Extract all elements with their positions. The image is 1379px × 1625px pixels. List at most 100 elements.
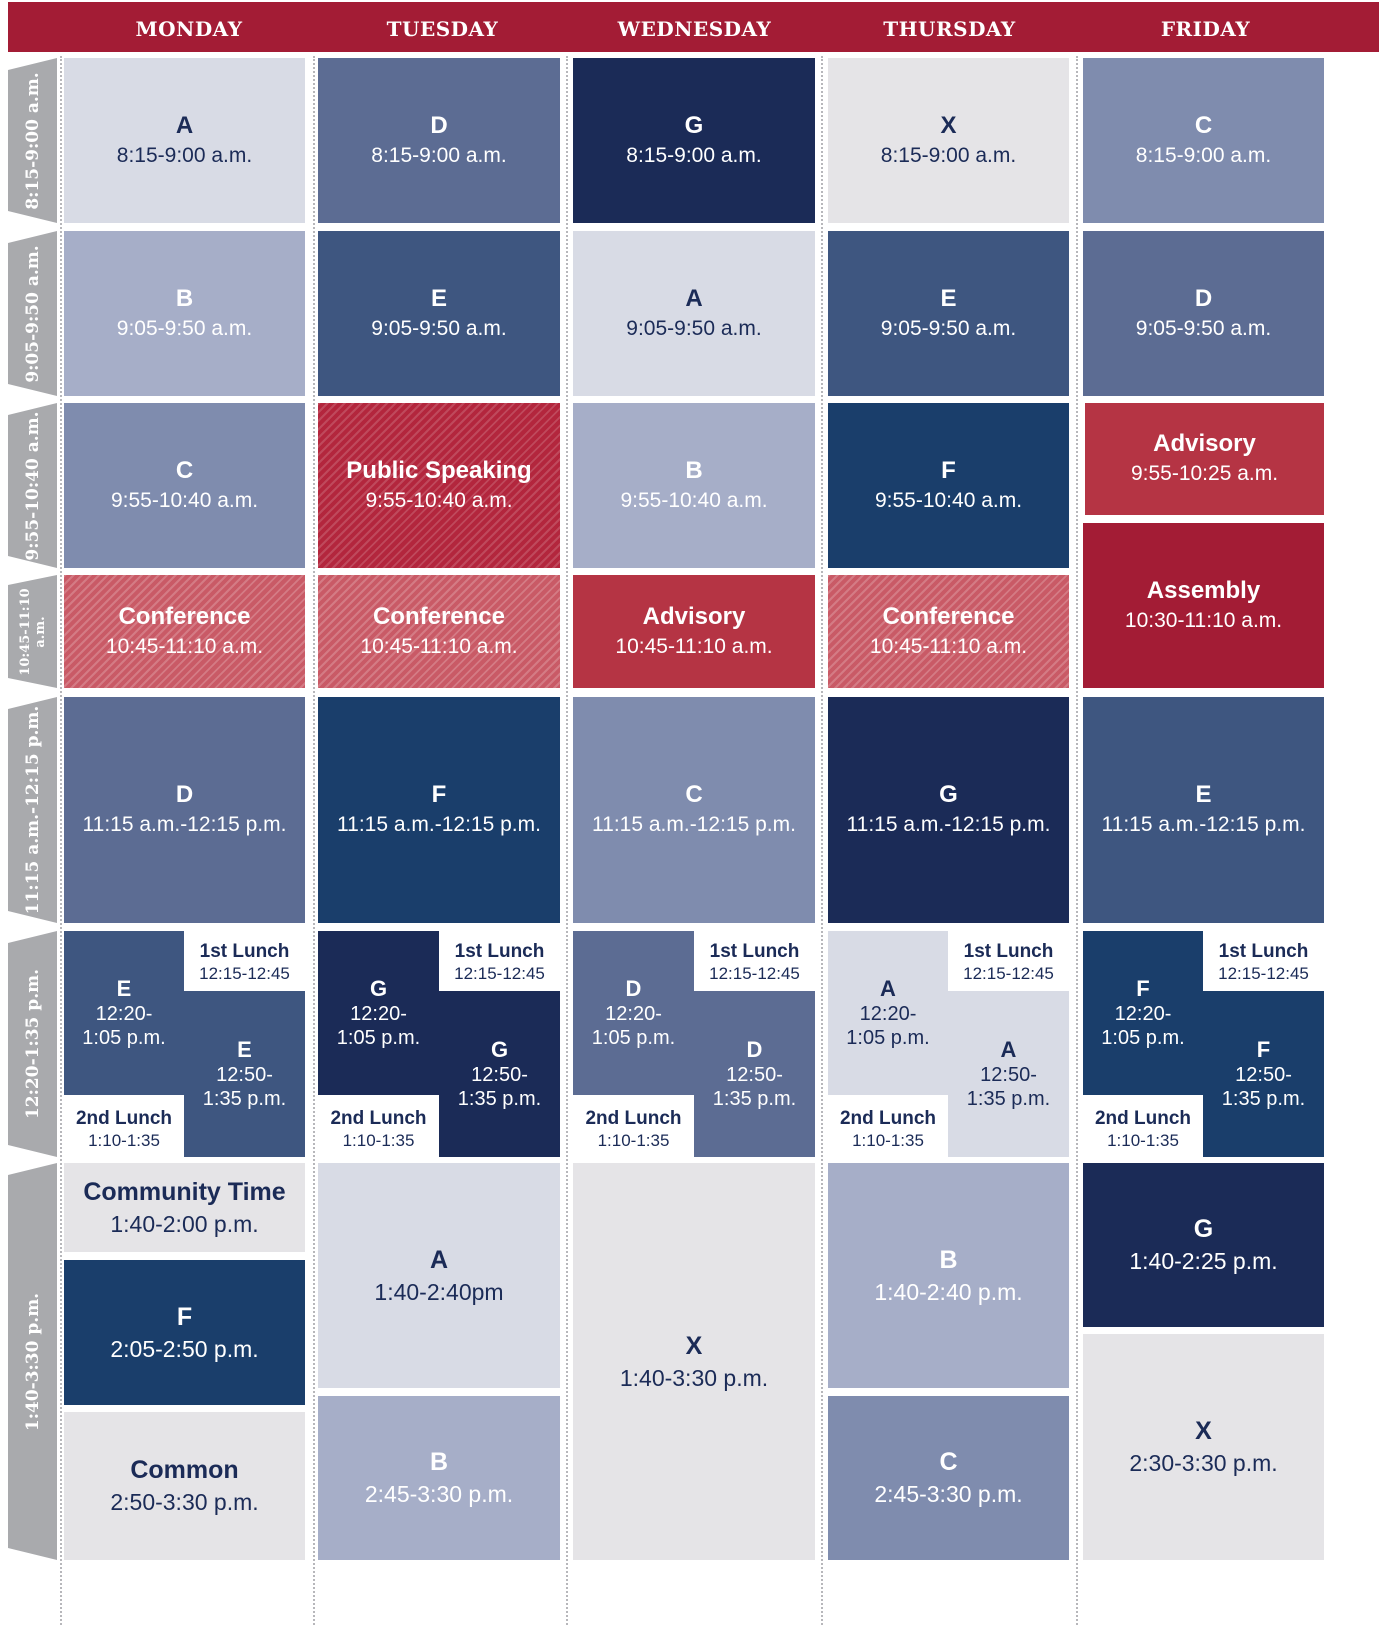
- class-block-friday-g[interactable]: G 1:40-2:25 p.m.: [1083, 1163, 1324, 1327]
- second-lunch-class-block-thursday[interactable]: A 12:50- 1:35 p.m.: [948, 991, 1069, 1157]
- class-block-thursday-f[interactable]: F 9:55-10:40 a.m.: [828, 403, 1069, 568]
- conference-block-tuesday[interactable]: Conference 10:45-11:10 a.m.: [318, 575, 560, 688]
- block-time: 10:45-11:10 a.m.: [360, 634, 518, 658]
- block-time: 1:05 p.m.: [846, 1027, 930, 1049]
- class-block-monday-d[interactable]: D 11:15 a.m.-12:15 p.m.: [64, 697, 305, 923]
- community-time-block-monday[interactable]: Community Time 1:40-2:00 p.m.: [64, 1163, 305, 1252]
- first-lunch-label-thursday: 1st Lunch 12:15-12:45: [948, 941, 1069, 985]
- class-block-tuesday-b[interactable]: B 2:45-3:30 p.m.: [318, 1396, 560, 1560]
- time-tab-label: 9:05-9:50 a.m.: [22, 244, 43, 383]
- time-tab-afternoon: 1:40-3:30 p.m.: [8, 1163, 57, 1560]
- class-block-friday-x[interactable]: X 2:30-3:30 p.m.: [1083, 1334, 1324, 1560]
- second-lunch-class-block-monday[interactable]: E 12:50- 1:35 p.m.: [184, 991, 305, 1157]
- block-time: 1:35 p.m.: [1221, 1088, 1306, 1110]
- class-block-tuesday-e[interactable]: E 9:05-9:50 a.m.: [318, 231, 560, 396]
- time-tab-label: 1:40-3:30 p.m.: [22, 1292, 43, 1431]
- block-title: X: [685, 1331, 703, 1360]
- first-lunch-class-block-friday[interactable]: F 12:20- 1:05 p.m.: [1083, 931, 1203, 1095]
- first-lunch-class-block-monday[interactable]: E 12:20- 1:05 p.m.: [64, 931, 184, 1095]
- block-title: E: [237, 1037, 252, 1062]
- block-time: 12:20-: [1114, 1003, 1172, 1025]
- conference-block-thursday[interactable]: Conference 10:45-11:10 a.m.: [828, 575, 1069, 688]
- block-time: 12:50-: [1235, 1064, 1292, 1086]
- second-lunch-label-tuesday: 2nd Lunch 1:10-1:35: [318, 1108, 439, 1152]
- class-block-wednesday-a[interactable]: A 9:05-9:50 a.m.: [573, 231, 815, 396]
- second-lunch-class-block-wednesday[interactable]: D 12:50- 1:35 p.m.: [694, 991, 815, 1157]
- block-time: 8:15-9:00 a.m.: [116, 143, 253, 167]
- block-time: 12:50-: [726, 1064, 783, 1086]
- class-block-wednesday-x[interactable]: X 1:40-3:30 p.m.: [573, 1163, 815, 1560]
- block-title: B: [175, 284, 194, 312]
- block-title: F: [1256, 1037, 1271, 1062]
- class-block-tuesday-a[interactable]: A 1:40-2:40pm: [318, 1163, 560, 1388]
- block-time: 12:50-: [216, 1064, 273, 1086]
- block-time: 12:50-: [980, 1064, 1037, 1086]
- class-block-tuesday-d[interactable]: D 8:15-9:00 a.m.: [318, 58, 560, 223]
- day-header-tuesday: TUESDAY: [386, 17, 499, 41]
- lunch-label: 1st Lunch: [199, 941, 290, 962]
- block-time: 10:45-11:10 a.m.: [615, 634, 773, 658]
- block-time: 9:05-9:50 a.m.: [880, 316, 1017, 340]
- first-lunch-class-block-thursday[interactable]: A 12:20- 1:05 p.m.: [828, 931, 948, 1095]
- first-lunch-class-block-tuesday[interactable]: G 12:20- 1:05 p.m.: [318, 931, 439, 1095]
- class-block-friday-c[interactable]: C 8:15-9:00 a.m.: [1083, 58, 1324, 223]
- block-time: 1:05 p.m.: [82, 1027, 166, 1049]
- class-block-thursday-g[interactable]: G 11:15 a.m.-12:15 p.m.: [828, 697, 1069, 923]
- advisory-block-friday[interactable]: Advisory 9:55-10:25 a.m.: [1085, 403, 1324, 515]
- block-time: 9:55-10:40 a.m.: [874, 488, 1023, 512]
- class-block-thursday-b[interactable]: B 1:40-2:40 p.m.: [828, 1163, 1069, 1388]
- class-block-wednesday-g[interactable]: G 8:15-9:00 a.m.: [573, 58, 815, 223]
- class-block-monday-b[interactable]: B 9:05-9:50 a.m.: [64, 231, 305, 396]
- block-time: 12:20-: [605, 1003, 662, 1025]
- class-block-friday-e[interactable]: E 11:15 a.m.-12:15 p.m.: [1083, 697, 1324, 923]
- second-lunch-class-block-friday[interactable]: F 12:50- 1:35 p.m.: [1203, 991, 1324, 1157]
- block-title: Conference: [372, 602, 506, 630]
- block-time: 8:15-9:00 a.m.: [1135, 143, 1272, 167]
- lunch-time: 12:15-12:45: [454, 964, 545, 983]
- assembly-block-friday[interactable]: Assembly 10:30-11:10 a.m.: [1083, 523, 1324, 688]
- block-title: A: [880, 976, 896, 1001]
- second-lunch-label-friday: 2nd Lunch 1:10-1:35: [1083, 1108, 1203, 1152]
- class-block-wednesday-c[interactable]: C 11:15 a.m.-12:15 p.m.: [573, 697, 815, 923]
- public-speaking-block-tuesday[interactable]: Public Speaking 9:55-10:40 a.m.: [318, 403, 560, 568]
- advisory-block-wednesday[interactable]: Advisory 10:45-11:10 a.m.: [573, 575, 815, 688]
- class-block-friday-d[interactable]: D 9:05-9:50 a.m.: [1083, 231, 1324, 396]
- class-block-tuesday-f[interactable]: F 11:15 a.m.-12:15 p.m.: [318, 697, 560, 923]
- block-time: 8:15-9:00 a.m.: [880, 143, 1017, 167]
- common-block-monday[interactable]: Common 2:50-3:30 p.m.: [64, 1412, 305, 1560]
- block-title: G: [1193, 1215, 1214, 1243]
- time-tab-label: 9:55-10:40 a.m.: [22, 410, 43, 561]
- block-time: 11:15 a.m.-12:15 p.m.: [846, 813, 1051, 836]
- block-time: 1:05 p.m.: [336, 1027, 421, 1049]
- block-title: A: [175, 111, 194, 139]
- class-block-monday-a[interactable]: A 8:15-9:00 a.m.: [64, 58, 305, 223]
- block-time: 12:50-: [471, 1064, 528, 1086]
- block-title: A: [429, 1245, 449, 1274]
- block-title: F: [431, 781, 447, 808]
- first-lunch-label-tuesday: 1st Lunch 12:15-12:45: [439, 941, 560, 985]
- lunch-label: 1st Lunch: [1218, 941, 1309, 962]
- second-lunch-label-thursday: 2nd Lunch 1:10-1:35: [828, 1108, 948, 1152]
- first-lunch-class-block-wednesday[interactable]: D 12:20- 1:05 p.m.: [573, 931, 694, 1095]
- day-header-friday: FRIDAY: [1160, 17, 1251, 41]
- second-lunch-class-block-tuesday[interactable]: G 12:50- 1:35 p.m.: [439, 991, 560, 1157]
- class-block-monday-c[interactable]: C 9:55-10:40 a.m.: [64, 403, 305, 568]
- block-time: 9:55-10:40 a.m.: [110, 488, 259, 512]
- class-block-thursday-x[interactable]: X 8:15-9:00 a.m.: [828, 58, 1069, 223]
- block-time: 11:15 a.m.-12:15 p.m.: [337, 813, 541, 836]
- column-divider: [1076, 56, 1078, 1625]
- class-block-monday-f[interactable]: F 2:05-2:50 p.m.: [64, 1260, 305, 1405]
- block-time: 9:55-10:40 a.m.: [620, 488, 768, 512]
- block-time: 8:15-9:00 a.m.: [371, 143, 507, 167]
- class-block-wednesday-b[interactable]: B 9:55-10:40 a.m.: [573, 403, 815, 568]
- block-title: F: [1136, 976, 1150, 1001]
- class-block-thursday-c[interactable]: C 2:45-3:30 p.m.: [828, 1396, 1069, 1560]
- class-block-thursday-e[interactable]: E 9:05-9:50 a.m.: [828, 231, 1069, 396]
- lunch-label: 1st Lunch: [963, 941, 1054, 962]
- block-time: 12:20-: [95, 1003, 153, 1025]
- day-header-monday: MONDAY: [135, 17, 243, 41]
- block-title: D: [1194, 284, 1213, 312]
- conference-block-monday[interactable]: Conference 10:45-11:10 a.m.: [64, 575, 305, 688]
- block-time: 10:45-11:10 a.m.: [869, 634, 1028, 658]
- block-title: Community Time: [83, 1177, 286, 1206]
